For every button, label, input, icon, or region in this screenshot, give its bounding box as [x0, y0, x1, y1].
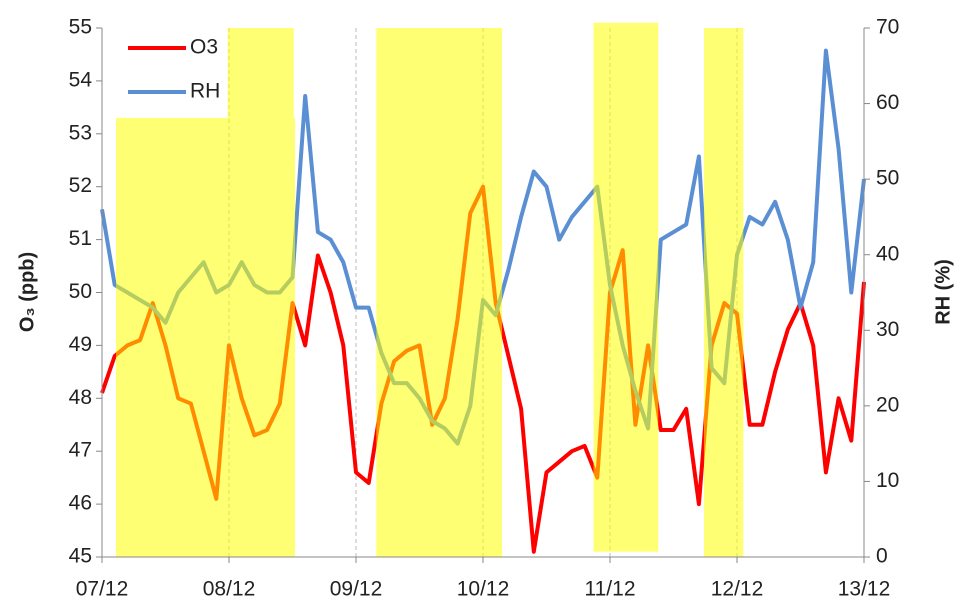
x-tick-label: 08/12: [203, 578, 256, 601]
legend-label: O3: [190, 36, 218, 59]
y2-axis-label: RH (%): [932, 259, 954, 325]
y-tick-label: 53: [69, 121, 92, 144]
y2-tick-label: 50: [876, 167, 899, 190]
y2-tick-label: 20: [876, 393, 899, 416]
x-tick-label: 12/12: [711, 578, 764, 601]
shaded-region: [703, 28, 744, 557]
y-axis-label: O₃ (ppb): [16, 252, 38, 332]
y2-tick-label: 10: [876, 469, 899, 492]
y-tick-label: 49: [69, 333, 92, 356]
x-tick-label: 11/12: [585, 578, 636, 601]
y2-tick-label: 30: [876, 318, 899, 341]
y-tick-label: 46: [69, 492, 92, 515]
y2-tick-label: 40: [876, 242, 899, 265]
shaded-region: [115, 117, 296, 558]
shaded-region: [376, 28, 503, 557]
y-tick-label: 54: [69, 68, 93, 91]
y-tick-label: 47: [69, 439, 92, 462]
y2-tick-label: 0: [876, 545, 888, 568]
y-tick-label: 51: [69, 227, 92, 250]
legend-label: RH: [190, 80, 220, 103]
shaded-region: [593, 22, 659, 552]
y2-tick-label: 60: [876, 91, 899, 114]
x-tick-label: 13/12: [838, 578, 891, 601]
y2-tick-label: 70: [876, 16, 899, 39]
y-tick-label: 55: [69, 16, 92, 39]
x-tick-label: 10/12: [457, 578, 510, 601]
x-tick-label: 07/12: [76, 578, 129, 601]
y-tick-label: 50: [69, 280, 92, 303]
shaded-region: [227, 28, 294, 118]
y-tick-label: 52: [69, 174, 92, 197]
x-tick-label: 09/12: [330, 578, 383, 601]
y-tick-label: 48: [69, 386, 92, 409]
y-tick-label: 45: [69, 545, 92, 568]
